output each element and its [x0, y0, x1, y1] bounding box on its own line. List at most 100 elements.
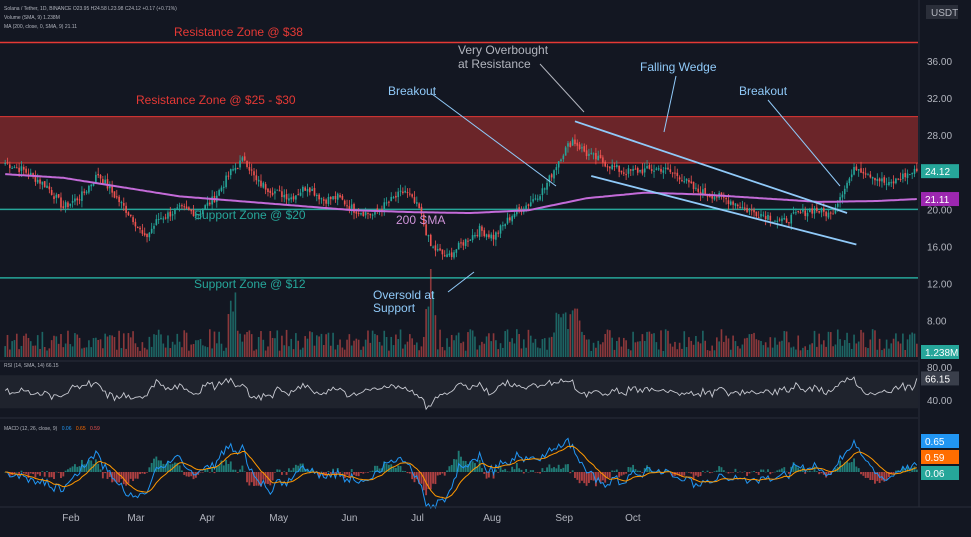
value-tag-text-macd2: 0.59 [925, 453, 945, 464]
candle-body [313, 187, 316, 196]
volume-bar [502, 347, 504, 357]
candle-body [790, 214, 793, 224]
candle-body [629, 169, 632, 171]
candle-body [488, 234, 490, 238]
macd-histogram-bar [25, 472, 28, 474]
volume-bar [248, 330, 251, 357]
volume-bar [92, 338, 95, 357]
volume-bar [227, 314, 230, 357]
candle-body [753, 209, 755, 213]
volume-bar [657, 349, 660, 357]
candle-body [906, 173, 909, 178]
macd-histogram-bar [36, 472, 39, 475]
macd-histogram-bar [253, 472, 255, 486]
macd-histogram-bar [146, 472, 148, 473]
candle-body [902, 173, 904, 179]
volume-bar [518, 334, 520, 357]
candle-body [150, 228, 153, 233]
candle-body [4, 163, 6, 165]
volume-bar [260, 331, 262, 357]
macd-histogram-bar [85, 463, 88, 472]
candle-body [706, 195, 709, 197]
volume-bar [790, 347, 793, 357]
volume-bar [439, 329, 441, 357]
macd-histogram-bar [436, 472, 439, 476]
candle-body [155, 219, 158, 226]
macd-histogram-bar [29, 472, 32, 474]
volume-bar [432, 291, 434, 357]
volume-bar [53, 335, 55, 357]
candle-body [304, 187, 306, 191]
macd-histogram-bar [613, 470, 616, 472]
macd-histogram-bar [92, 464, 95, 472]
candle-body [685, 178, 688, 181]
candle-body [757, 217, 760, 219]
macd-histogram-bar [187, 472, 190, 477]
candle-body [71, 201, 74, 203]
candle-body [297, 194, 300, 196]
volume-bar [802, 347, 804, 357]
candle-body [260, 180, 262, 187]
macd-histogram-bar [513, 469, 516, 472]
macd-signal-line [5, 445, 917, 499]
volume-bar [529, 335, 532, 357]
macd-histogram-bar [241, 465, 244, 472]
candle-body [218, 190, 220, 196]
candle-body [562, 155, 565, 160]
volume-bar [229, 300, 232, 357]
volume-bar [88, 340, 90, 357]
candle-body [174, 209, 176, 215]
volume-bar [169, 348, 172, 357]
volume-bar [792, 346, 795, 357]
candle-body [634, 168, 637, 170]
macd-histogram-bar [699, 472, 702, 477]
candle-body [871, 176, 874, 179]
candle-body [320, 198, 323, 200]
volume-bar [269, 331, 272, 357]
macd-histogram-bar [301, 463, 304, 472]
candle-body [741, 207, 744, 209]
candle-body [581, 147, 583, 149]
volume-bar [234, 292, 237, 357]
candle-body [115, 196, 118, 198]
currency-label: USDT [931, 8, 958, 19]
price-tick-label: 12.00 [927, 279, 952, 290]
macd-histogram-bar [218, 465, 221, 472]
resistance-band [0, 116, 918, 163]
candle-body [36, 179, 39, 183]
candle-body [455, 249, 458, 253]
macd-histogram-bar [862, 472, 865, 476]
volume-bar [64, 343, 67, 357]
candle-body [402, 191, 404, 194]
macd-histogram-bar [839, 460, 842, 472]
candle-body [806, 212, 809, 217]
candle-body [748, 210, 751, 212]
volume-bar [406, 341, 409, 357]
candle-body [660, 168, 662, 172]
macd-histogram-bar [843, 462, 846, 472]
currency-badge[interactable] [926, 5, 958, 19]
candle-body [25, 168, 27, 173]
macd-histogram-bar [374, 465, 376, 472]
candle-body [683, 181, 686, 183]
candle-body [564, 147, 567, 156]
volume-bar [392, 345, 395, 357]
volume-bar [697, 341, 700, 357]
macd-histogram-bar [455, 459, 458, 472]
candle-body [122, 203, 125, 206]
macd-histogram-bar [78, 466, 81, 472]
volume-bar [41, 331, 44, 357]
macd-histogram-bar [448, 466, 451, 472]
volume-bar [799, 350, 802, 357]
candle-body [725, 198, 727, 200]
candle-body [9, 164, 11, 169]
candle-body [674, 172, 676, 174]
volume-bar [636, 341, 639, 357]
volume-bar [125, 348, 127, 357]
candle-body [497, 232, 500, 234]
candle-body [895, 178, 897, 184]
legend-macd-v1: 0.06 [62, 426, 72, 432]
candle-body [318, 194, 320, 200]
macd-histogram-bar [648, 467, 651, 472]
